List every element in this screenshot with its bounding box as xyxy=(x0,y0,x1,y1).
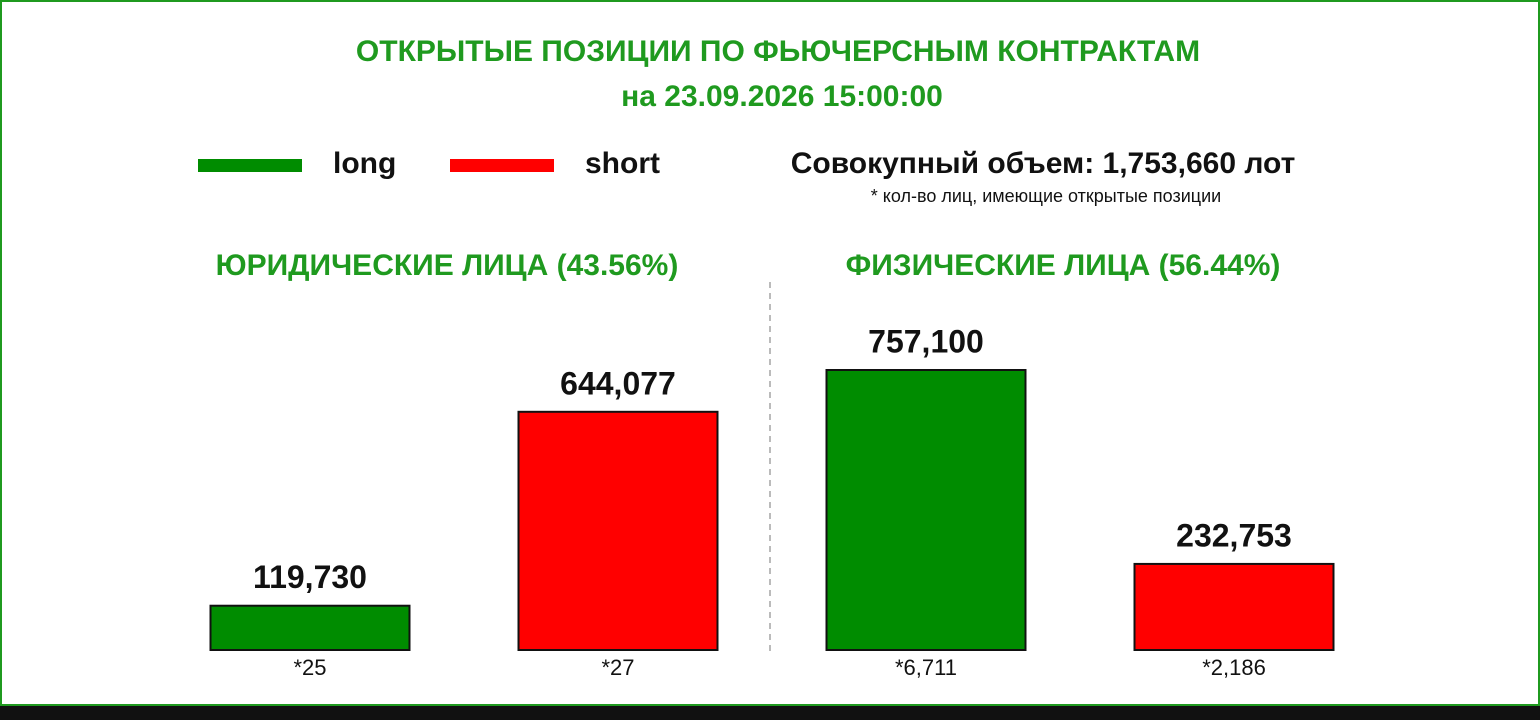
legend-swatch xyxy=(450,159,554,172)
chart-title: ОТКРЫТЫЕ ПОЗИЦИИ ПО ФЬЮЧЕРСНЫМ КОНТРАКТА… xyxy=(356,35,1200,68)
footnote: * кол-во лиц, имеющие открытые позиции xyxy=(871,186,1221,206)
chart-subtitle: на 23.09.2026 15:00:00 xyxy=(621,80,943,113)
count-label: *25 xyxy=(293,655,326,680)
total-volume: Совокупный объем: 1,753,660 лот xyxy=(791,147,1296,180)
value-label: 119,730 xyxy=(253,559,367,595)
value-label: 644,077 xyxy=(560,365,676,401)
legend-label: long xyxy=(333,147,396,180)
bar xyxy=(1133,562,1335,651)
legend-swatch xyxy=(198,159,302,172)
group-title: ФИЗИЧЕСКИЕ ЛИЦА (56.44%) xyxy=(846,249,1281,282)
value-label: 757,100 xyxy=(868,323,984,359)
bar xyxy=(825,369,1027,651)
value-label: 232,753 xyxy=(1176,517,1292,553)
count-label: *6,711 xyxy=(895,655,957,680)
bottom-bar xyxy=(0,706,1540,720)
count-label: *27 xyxy=(601,655,634,680)
count-label: *2,186 xyxy=(1202,655,1266,680)
bar xyxy=(517,410,719,652)
group-title: ЮРИДИЧЕСКИЕ ЛИЦА (43.56%) xyxy=(216,249,679,282)
legend-label: short xyxy=(585,147,660,180)
bar xyxy=(209,604,411,651)
